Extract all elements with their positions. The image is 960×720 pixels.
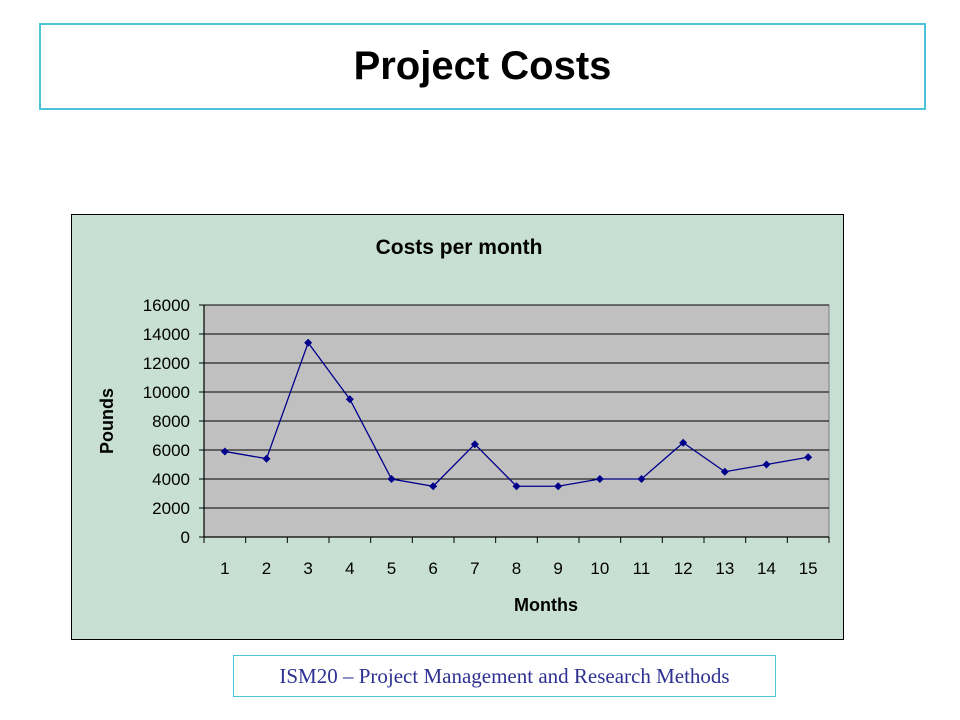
data-point (637, 475, 646, 483)
data-point (720, 467, 729, 476)
data-point (470, 440, 479, 449)
data-point (262, 454, 271, 463)
x-tick-label: 3 (303, 559, 312, 578)
slide-title-box: Project Costs (39, 23, 926, 110)
data-point (345, 395, 354, 404)
data-point (804, 453, 813, 462)
data-point (554, 482, 563, 491)
x-tick-label: 4 (345, 559, 354, 578)
chart-title: Costs per month (376, 236, 543, 259)
course-footer: ISM20 – Project Management and Research … (279, 663, 730, 688)
x-tick-label: 6 (428, 559, 437, 578)
slide-title: Project Costs (353, 44, 612, 88)
y-tick-label: 2000 (152, 499, 190, 518)
data-point (429, 482, 438, 491)
line-chart: Costs per month 020004000600080001000012… (97, 236, 830, 615)
y-tick-label: 12000 (143, 354, 190, 373)
chart-area: Costs per month 0 2000 4000 6000 8000 10000 12… (71, 214, 844, 640)
y-tick-label: 10000 (143, 383, 190, 402)
data-point (512, 482, 521, 491)
y-tick-label: 16000 (143, 296, 190, 315)
x-tick-label: 1 (220, 559, 229, 578)
x-axis-title: Months (514, 595, 578, 615)
data-point (679, 438, 688, 447)
data-point (387, 475, 396, 483)
x-tick-label: 14 (757, 559, 776, 578)
y-tick-label: 4000 (152, 470, 190, 489)
y-tick-label: 8000 (152, 412, 190, 431)
data-point (595, 475, 604, 483)
y-axis-title: Pounds (97, 388, 117, 454)
y-tick-label: 0 (181, 528, 190, 547)
x-tick-label: 10 (590, 559, 609, 578)
x-tick-label: 13 (715, 559, 734, 578)
x-tick-label: 9 (553, 559, 562, 578)
footer-box: ISM20 – Project Management and Research … (233, 655, 776, 697)
x-tick-label: 11 (633, 559, 651, 578)
x-tick-label: 8 (512, 559, 521, 578)
x-tick-label: 5 (387, 559, 396, 578)
x-tick-label: 15 (799, 559, 818, 578)
y-tick-label: 6000 (152, 441, 190, 460)
x-tick-label: 12 (674, 559, 693, 578)
data-point (762, 460, 771, 469)
x-tick-label: 2 (262, 559, 271, 578)
data-point (304, 338, 313, 347)
y-tick-label: 14000 (143, 325, 190, 344)
x-tick-label: 7 (470, 559, 479, 578)
data-point (220, 447, 229, 456)
